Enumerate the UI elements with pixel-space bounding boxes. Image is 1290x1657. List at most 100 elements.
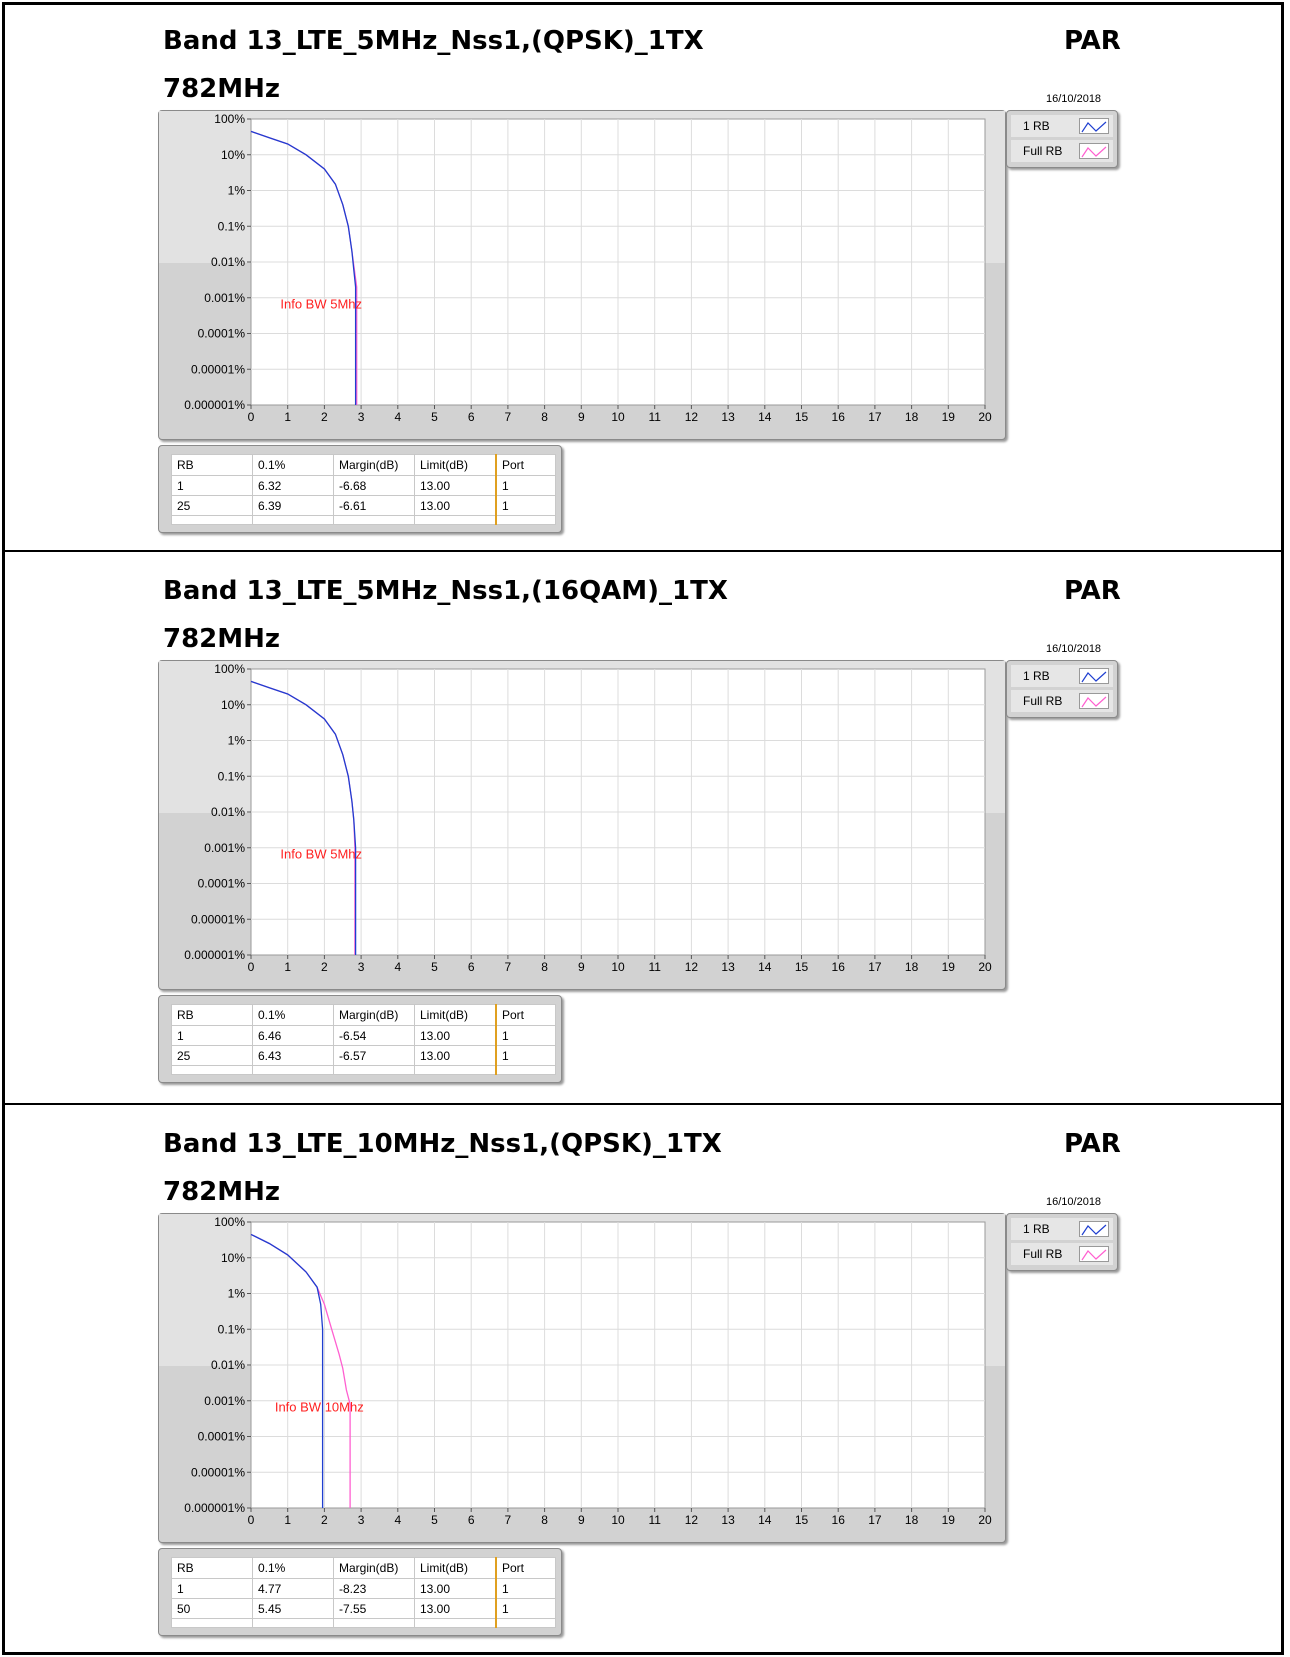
table-row: 1 4.77 -8.23 13.00 1: [171, 1578, 556, 1599]
column-header: Margin(dB): [333, 1557, 415, 1579]
table-header-row: RB 0.1% Margin(dB) Limit(dB) Port: [171, 1557, 556, 1579]
table-cell: -8.23: [333, 1578, 415, 1599]
column-header: Limit(dB): [414, 1004, 497, 1026]
chart-panel: 0 1 2 3 4 5 6 7 8 9 10 11 12 13 14 15 16 17 18 19 20 100% 10% 1…: [158, 660, 1006, 990]
chart-title: Band 13_LTE_5MHz_Nss1,(16QAM)_1TX: [163, 576, 728, 606]
table-cell: -6.68: [333, 475, 415, 496]
info-bw-annotation: Info BW 5Mhz: [280, 847, 362, 862]
y-tick-label: 0.01%: [211, 255, 245, 269]
chart-svg: 0 1 2 3 4 5 6 7 8 9 10 11 12 13 14 15 16 17 18 19 20100%10%1…: [159, 1214, 1005, 1527]
x-tick-label: 18: [905, 960, 919, 974]
x-tick-label: 7: [505, 1513, 512, 1527]
legend-swatch-icon: [1079, 1246, 1109, 1262]
table-cell: 13.00: [414, 1025, 497, 1046]
x-tick-label: 18: [905, 410, 919, 424]
table-cell: 1: [495, 1025, 556, 1046]
column-header: Port: [495, 1557, 556, 1579]
chart-panel: 0 1 2 3 4 5 6 7 8 9 10 11 12 13 14 15 16 17 18 19 20 100% 10% 1…: [158, 1213, 1006, 1543]
x-tick-label: 3: [358, 1513, 365, 1527]
table-cell: 25: [171, 1045, 253, 1066]
table-cell: 5.45: [252, 1598, 334, 1619]
x-tick-label: 11: [648, 410, 661, 424]
column-header: RB: [171, 454, 253, 476]
table-cell: 1: [171, 1578, 253, 1599]
column-header: 0.1%: [252, 1557, 334, 1579]
x-tick-label: 17: [868, 960, 882, 974]
table-cell: 1: [495, 1598, 556, 1619]
x-tick-label: 2: [321, 960, 328, 974]
par-label: PAR: [1064, 576, 1121, 606]
table-cell: 13.00: [414, 1045, 497, 1066]
chart-section: Band 13_LTE_10MHz_Nss1,(QPSK)_1TX PAR 782M…: [0, 1103, 1290, 1653]
y-tick-label: 0.001%: [204, 1394, 245, 1408]
x-tick-label: 13: [721, 1513, 735, 1527]
legend: 1 RB Full RB: [1006, 1213, 1118, 1271]
legend-label: 1 RB: [1023, 669, 1050, 683]
y-tick-label: 0.01%: [211, 1358, 245, 1372]
x-tick-label: 20: [978, 960, 992, 974]
x-tick-label: 15: [795, 410, 809, 424]
x-tick-label: 0: [248, 410, 255, 424]
legend-label: Full RB: [1023, 1247, 1063, 1261]
x-tick-label: 4: [394, 960, 401, 974]
x-tick-label: 12: [685, 410, 699, 424]
y-tick-label: 0.000001%: [184, 948, 245, 962]
x-tick-label: 5: [431, 960, 438, 974]
y-tick-label: 0.00001%: [191, 912, 245, 926]
table-row: 25 6.43 -6.57 13.00 1: [171, 1045, 556, 1066]
table-cell: 13.00: [414, 1598, 497, 1619]
table-cell: 1: [171, 1025, 253, 1046]
x-tick-label: 8: [541, 410, 548, 424]
results-table: RB 0.1% Margin(dB) Limit(dB) Port 1 4.77 -8.23 1…: [171, 1557, 556, 1628]
table-header-row: RB 0.1% Margin(dB) Limit(dB) Port: [171, 1004, 556, 1026]
x-tick-label: 16: [832, 1513, 846, 1527]
section-divider: [2, 1103, 1284, 1105]
x-tick-label: 4: [394, 410, 401, 424]
legend-swatch-icon: [1079, 693, 1109, 709]
x-tick-label: 0: [248, 960, 255, 974]
y-tick-label: 1%: [228, 734, 246, 748]
x-tick-label: 12: [685, 960, 699, 974]
x-tick-label: 8: [541, 1513, 548, 1527]
y-tick-label: 0.00001%: [191, 1465, 245, 1479]
x-tick-label: 11: [648, 960, 661, 974]
table-cell: 6.32: [252, 475, 334, 496]
table-cell: 13.00: [414, 495, 497, 516]
y-tick-label: 0.000001%: [184, 398, 245, 412]
x-tick-label: 10: [611, 960, 625, 974]
results-panel: RB 0.1% Margin(dB) Limit(dB) Port 1 6.32 -6.68 1…: [158, 445, 562, 533]
y-tick-label: 1%: [228, 184, 246, 198]
table-empty-row: [171, 515, 556, 525]
y-tick-label: 10%: [221, 698, 245, 712]
table-cell: 13.00: [414, 475, 497, 496]
par-label: PAR: [1064, 1129, 1121, 1159]
table-empty-row: [171, 1618, 556, 1628]
legend-item: 1 RB: [1011, 115, 1113, 137]
y-tick-label: 0.00001%: [191, 362, 245, 376]
table-row: 25 6.39 -6.61 13.00 1: [171, 495, 556, 516]
x-tick-label: 15: [795, 1513, 809, 1527]
table-cell: 1: [495, 475, 556, 496]
x-tick-label: 6: [468, 960, 475, 974]
frequency-label: 782MHz: [163, 1177, 281, 1207]
table-cell: 25: [171, 495, 253, 516]
y-tick-label: 10%: [221, 148, 245, 162]
y-tick-label: 0.0001%: [198, 877, 246, 891]
x-tick-label: 14: [758, 960, 772, 974]
frequency-label: 782MHz: [163, 74, 281, 104]
info-bw-annotation: Info BW 5Mhz: [280, 297, 362, 312]
column-header: 0.1%: [252, 454, 334, 476]
table-cell: 1: [495, 495, 556, 516]
x-tick-label: 11: [648, 1513, 661, 1527]
y-tick-label: 0.0001%: [198, 327, 246, 341]
column-header: Margin(dB): [333, 454, 415, 476]
y-tick-label: 100%: [214, 1215, 245, 1229]
x-tick-label: 5: [431, 410, 438, 424]
x-tick-label: 20: [978, 1513, 992, 1527]
table-cell: -6.61: [333, 495, 415, 516]
table-cell: -6.57: [333, 1045, 415, 1066]
info-bw-annotation: Info BW 10Mhz: [275, 1400, 364, 1415]
x-tick-label: 10: [611, 1513, 625, 1527]
